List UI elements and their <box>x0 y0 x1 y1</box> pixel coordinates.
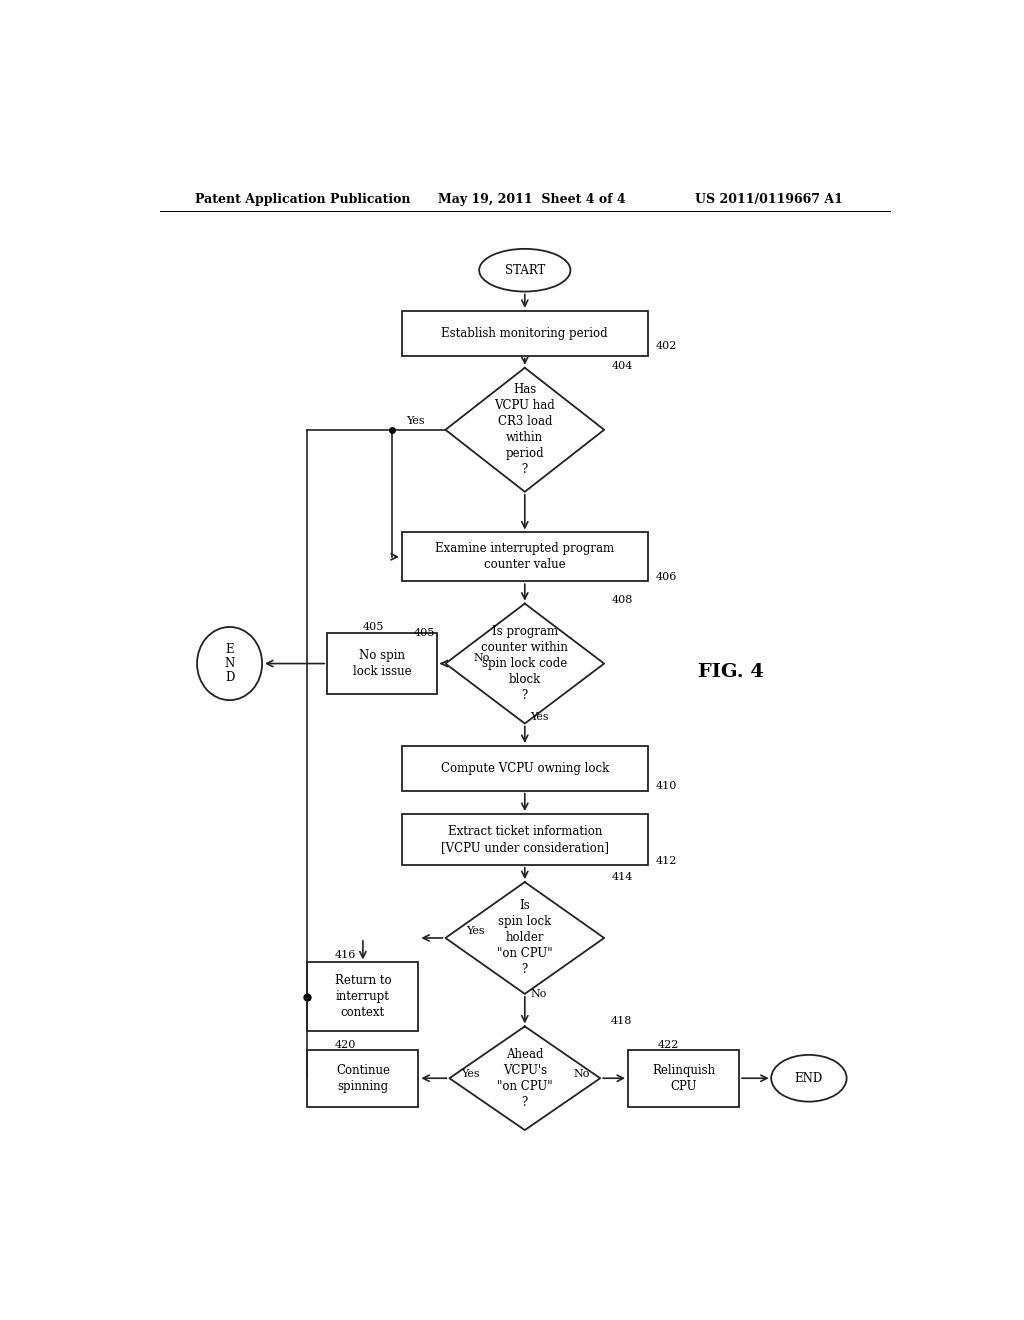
Bar <box>328 634 436 694</box>
Text: Relinquish
CPU: Relinquish CPU <box>652 1064 715 1093</box>
Text: 420: 420 <box>334 1040 355 1049</box>
Bar <box>401 746 648 791</box>
Bar <box>307 1049 419 1106</box>
Text: 405: 405 <box>414 628 435 638</box>
Text: 410: 410 <box>655 780 677 791</box>
Text: Yes: Yes <box>406 416 425 425</box>
Bar <box>401 532 648 581</box>
Text: 402: 402 <box>655 342 677 351</box>
Text: END: END <box>795 1072 823 1085</box>
Text: E
N
D: E N D <box>224 643 234 684</box>
Text: 406: 406 <box>655 572 677 582</box>
Text: Patent Application Publication: Patent Application Publication <box>196 193 411 206</box>
Text: 422: 422 <box>658 1040 680 1049</box>
Bar <box>401 814 648 865</box>
Text: FIG. 4: FIG. 4 <box>698 663 764 681</box>
Text: Examine interrupted program
counter value: Examine interrupted program counter valu… <box>435 543 614 572</box>
Bar <box>628 1049 739 1106</box>
Text: 404: 404 <box>612 360 634 371</box>
Text: Has
VCPU had
CR3 load
within
period
?: Has VCPU had CR3 load within period ? <box>495 383 555 477</box>
Text: No: No <box>474 653 490 664</box>
Text: Establish monitoring period: Establish monitoring period <box>441 327 608 339</box>
Text: 408: 408 <box>612 594 634 605</box>
Bar <box>307 962 419 1031</box>
Text: 418: 418 <box>610 1016 632 1027</box>
Text: 412: 412 <box>655 855 677 866</box>
Text: May 19, 2011  Sheet 4 of 4: May 19, 2011 Sheet 4 of 4 <box>437 193 625 206</box>
Text: Yes: Yes <box>462 1069 480 1080</box>
Text: START: START <box>505 264 545 277</box>
Text: No spin
lock issue: No spin lock issue <box>352 649 412 678</box>
Text: Yes: Yes <box>529 713 549 722</box>
Text: Compute VCPU owning lock: Compute VCPU owning lock <box>440 762 609 775</box>
Text: 405: 405 <box>362 622 384 632</box>
Bar <box>401 312 648 355</box>
Text: Return to
interrupt
context: Return to interrupt context <box>335 974 391 1019</box>
Text: 414: 414 <box>612 873 634 882</box>
Text: US 2011/0119667 A1: US 2011/0119667 A1 <box>695 193 844 206</box>
Text: Is program
counter within
spin lock code
block
?: Is program counter within spin lock code… <box>481 626 568 702</box>
Text: No: No <box>573 1069 590 1080</box>
Text: 416: 416 <box>334 950 355 961</box>
Text: Continue
spinning: Continue spinning <box>336 1064 390 1093</box>
Text: Is
spin lock
holder
"on CPU"
?: Is spin lock holder "on CPU" ? <box>497 899 553 977</box>
Text: No: No <box>530 989 547 999</box>
Text: Ahead
VCPU's
"on CPU"
?: Ahead VCPU's "on CPU" ? <box>497 1048 553 1109</box>
Text: Extract ticket information
[VCPU under consideration]: Extract ticket information [VCPU under c… <box>440 825 609 854</box>
Text: Yes: Yes <box>466 925 485 936</box>
